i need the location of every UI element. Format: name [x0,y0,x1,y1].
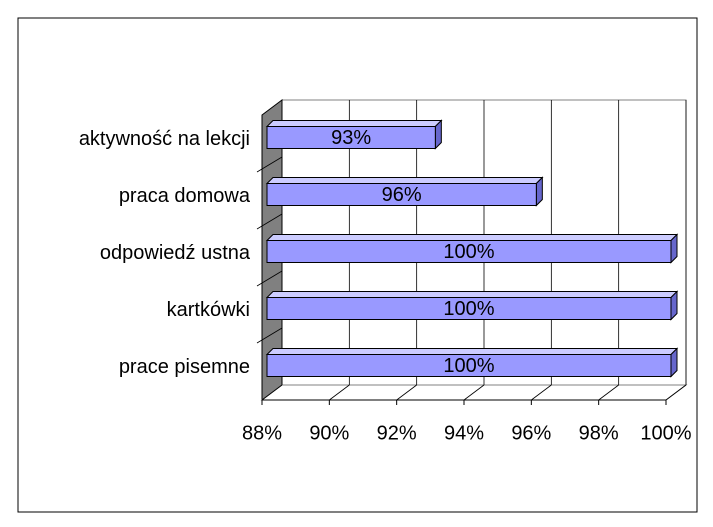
side-wall-line [256,270,283,287]
data-label: 100% [443,241,494,263]
floor-grid-line [396,384,417,401]
x-tick-label: 94% [444,422,484,444]
y-tick-label: praca domowa [119,185,251,207]
x-tick-label: 88% [242,422,282,444]
x-tick-label: 100% [640,422,691,444]
x-tick-label: 96% [511,422,551,444]
floor-grid-line [598,384,619,401]
bar-top [265,348,679,355]
side-wall-line [256,156,283,173]
x-tick-label: 90% [309,422,349,444]
data-label: 93% [331,127,371,149]
y-tick-label: aktywność na lekcji [79,128,250,150]
floor-grid-line [463,384,485,401]
bar [266,183,537,206]
bar-top [265,177,544,184]
data-label: 100% [443,298,494,320]
bar [266,240,672,263]
floor-grid-line [261,384,283,401]
side-wall-line [256,213,283,230]
data-label: 96% [382,184,422,206]
bar-top [265,120,443,127]
x-tick-label: 92% [377,422,417,444]
data-label: 100% [443,355,494,377]
bar [266,126,436,149]
bar-top [265,234,679,241]
floor-grid-line [329,384,350,401]
bar [266,354,672,377]
bar-top [265,291,679,298]
y-tick-label: prace pisemne [119,356,250,378]
floor-grid-line [531,384,552,401]
side-wall-line [256,327,283,344]
y-tick-label: odpowiedź ustna [100,242,251,264]
x-tick-label: 98% [579,422,619,444]
y-tick-label: kartkówki [167,299,250,321]
bar [266,297,672,320]
floor-grid-line [665,384,687,401]
